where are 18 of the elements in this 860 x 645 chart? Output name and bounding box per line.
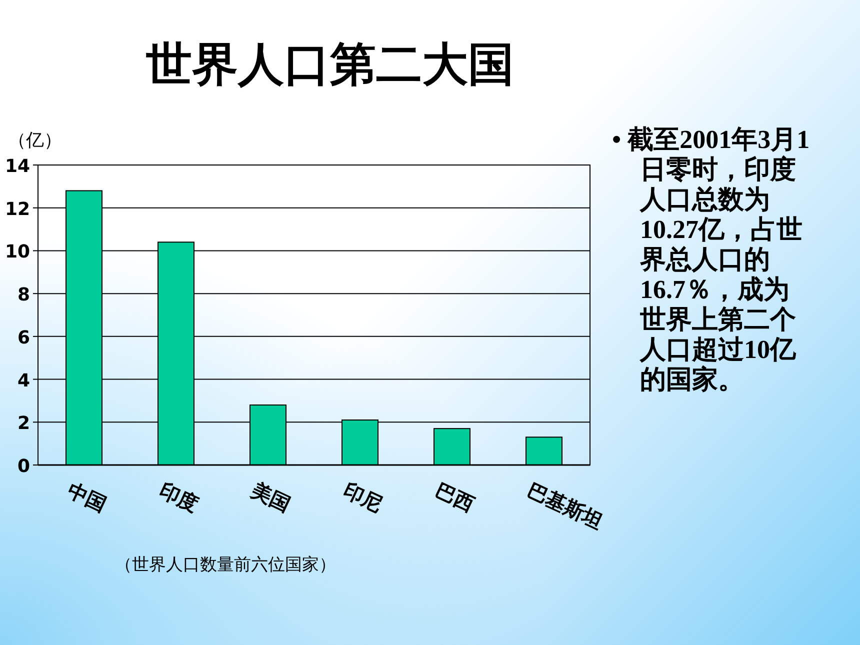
- y-tick-label: 4: [17, 370, 30, 392]
- text: • 截至2001年3月1日零时，印度人口总数为10.27亿，占世界总人口的16.7％，成为世界上第二个人口超过10亿的国家。: [612, 125, 810, 394]
- chart-title: 世界人口第二大国: [146, 37, 514, 91]
- x-tick-label: 印尼: [340, 478, 386, 516]
- y-tick-label: 8: [17, 284, 30, 306]
- y-axis-title: （亿）: [8, 130, 62, 151]
- x-tick-label: 美国: [246, 477, 294, 516]
- x-tick-label: 巴西: [432, 478, 478, 516]
- y-tick-label: 0: [17, 456, 30, 477]
- y-tick-label: 2: [17, 413, 30, 434]
- y-tick-label: 10: [4, 242, 30, 263]
- y-tick-label: 12: [4, 198, 30, 220]
- y-tick-label: 14: [4, 156, 30, 177]
- x-tick-label: 中国: [64, 478, 110, 516]
- x-tick-label: 印度: [156, 478, 202, 516]
- x-tick-label: 巴基斯坦: [524, 478, 607, 534]
- y-tick-label: 6: [17, 327, 30, 348]
- text: （世界人口数量前六位国家）: [115, 555, 336, 575]
